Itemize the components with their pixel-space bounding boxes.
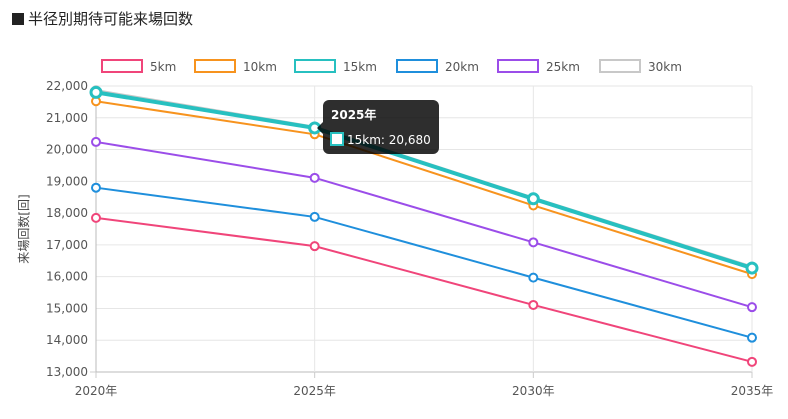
y-axis-ticks: 13,000 14,000 15,000 16,000 17,000 18,000 19,0…: [46, 79, 88, 379]
tooltip-swatch: [330, 132, 344, 146]
y-tick-label: 16,000: [46, 270, 88, 284]
tooltip-caret: [317, 121, 323, 134]
y-tick-label: 20,000: [46, 143, 88, 157]
series-point-20km: [91, 182, 101, 193]
legend-label-5km: 5km: [150, 60, 176, 74]
legend: 5km 10km 15km 20km 25km 30km: [101, 59, 682, 74]
legend-label-10km: 10km: [243, 60, 277, 74]
series-line-5km: [95, 216, 753, 363]
series-point-25km: [91, 136, 101, 147]
series-line-25km: [95, 140, 753, 309]
series-group: [89, 85, 759, 367]
series-point-5km: [309, 241, 320, 252]
tooltip-title: 2025年: [331, 107, 376, 122]
legend-swatch-20km: [396, 59, 438, 73]
legend-swatch-15km: [294, 59, 336, 73]
y-tick-label: 18,000: [46, 206, 88, 220]
series-point-25km: [309, 172, 320, 183]
tooltip-box: [323, 100, 439, 154]
series-point-20km: [747, 332, 757, 343]
series-point-25km: [747, 302, 757, 313]
y-tick-label: 13,000: [46, 365, 88, 379]
y-axis-label: 来場回数[回]: [16, 194, 31, 263]
legend-label-20km: 20km: [445, 60, 479, 74]
y-tick-label: 14,000: [46, 333, 88, 347]
y-tick-label: 22,000: [46, 79, 88, 93]
series-point-5km: [747, 356, 757, 367]
y-tick-label: 17,000: [46, 238, 88, 252]
legend-swatch-5km: [101, 59, 143, 73]
legend-swatch-25km: [497, 59, 539, 73]
series-point-5km: [91, 212, 101, 223]
chart-title: 半径別期待可能来場回数: [28, 10, 194, 28]
x-tick-label: 2025年: [293, 384, 336, 398]
y-tick-label: 19,000: [46, 174, 88, 188]
x-tick-label: 2020年: [75, 384, 118, 398]
chart-title-row: 半径別期待可能来場回数: [12, 8, 193, 29]
series-line-15km: [95, 90, 753, 270]
series-point-15km: [745, 261, 759, 275]
x-axis-ticks: 2020年 2025年 2030年 2035年: [75, 384, 774, 398]
title-square-icon: [12, 12, 24, 25]
series-point-15km: [89, 85, 103, 99]
series-line-10km: [95, 100, 753, 276]
tooltip-label: 15km: 20,680: [347, 133, 431, 147]
series-point-5km: [528, 299, 539, 310]
x-tick-label: 2030年: [512, 384, 555, 398]
series-point-25km: [528, 237, 539, 248]
series-point-20km: [309, 211, 320, 222]
series-point-20km: [528, 272, 539, 283]
legend-swatch-30km: [599, 59, 641, 73]
legend-label-25km: 25km: [546, 60, 580, 74]
legend-label-30km: 30km: [648, 60, 682, 74]
tooltip: 2025年 15km: 20,680: [317, 100, 439, 154]
legend-label-15km: 15km: [343, 60, 377, 74]
grid-lines: [90, 85, 753, 378]
x-tick-label: 2035年: [731, 384, 774, 398]
y-tick-label: 15,000: [46, 301, 88, 315]
legend-swatch-10km: [194, 59, 236, 73]
series-line-20km: [95, 186, 753, 339]
series-point-15km: [526, 192, 540, 206]
y-tick-label: 21,000: [46, 111, 88, 125]
